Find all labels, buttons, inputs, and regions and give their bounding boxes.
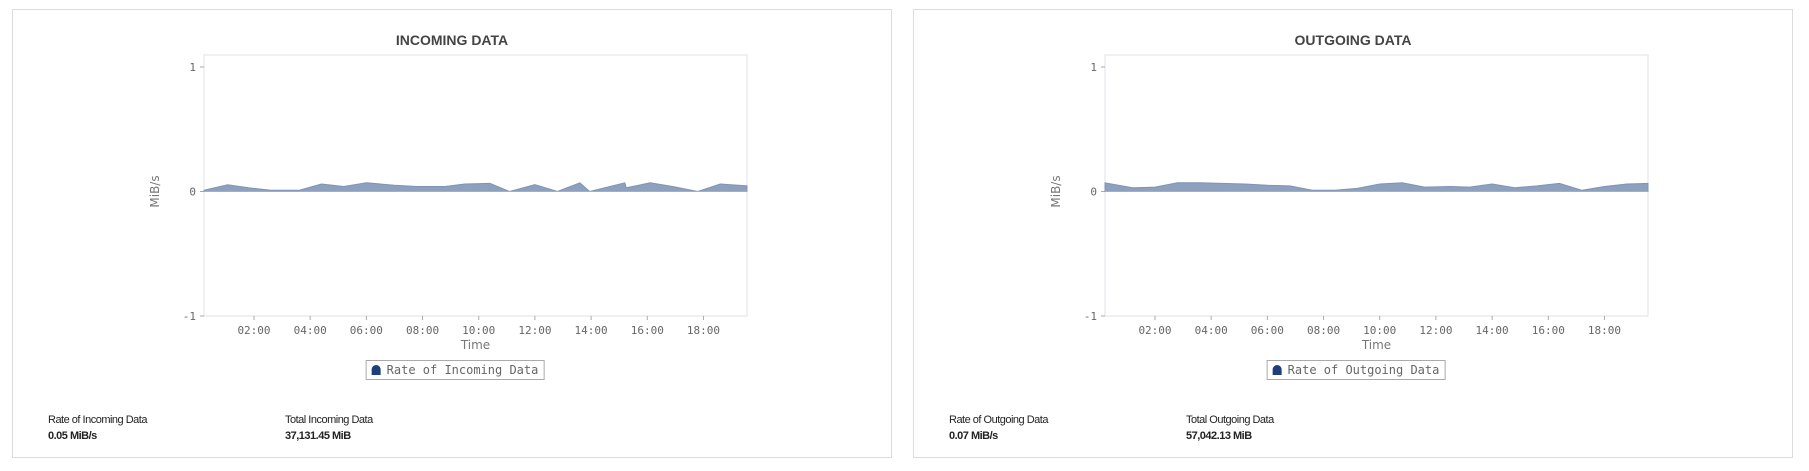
x-tick-label: 12:00 — [518, 324, 551, 337]
stat-total: Total Outgoing Data 57,042.13 MiB — [1186, 414, 1274, 442]
x-tick-label: 06:00 — [1251, 324, 1284, 337]
legend-marker-icon — [1272, 365, 1282, 375]
series-area — [203, 182, 748, 193]
series-area — [1104, 182, 1649, 192]
x-tick-label: 04:00 — [1195, 324, 1228, 337]
stat-value: 37,131.45 MiB — [285, 430, 351, 442]
incoming-chart: 1 0 -1 02:00 04:00 06:00 08:00 10:00 12:00 14:00 1… — [148, 54, 748, 352]
stat-label: Rate of Outgoing Data — [949, 414, 1048, 426]
x-tick-label: 16:00 — [631, 324, 664, 337]
y-tick-label: 0 — [189, 186, 196, 199]
chart-title: OUTGOING DATA — [1294, 32, 1412, 48]
x-tick-label: 12:00 — [1419, 324, 1452, 337]
y-tick-label: 1 — [1090, 61, 1097, 74]
x-tick-label: 14:00 — [1476, 324, 1509, 337]
legend-label: Rate of Outgoing Data — [1287, 363, 1440, 377]
chart-title: INCOMING DATA — [395, 32, 509, 48]
stat-label: Total Outgoing Data — [1186, 414, 1274, 426]
y-tick-label: 1 — [189, 61, 196, 74]
outgoing-data-panel: OUTGOING DATA 1 0 -1 02:00 04:00 06:00 08:00 10… — [913, 9, 1793, 458]
x-axis-label: Time — [460, 338, 490, 352]
x-tick-label: 02:00 — [1138, 324, 1171, 337]
stat-total: Total Incoming Data 37,131.45 MiB — [285, 414, 373, 442]
stat-value: 57,042.13 MiB — [1186, 430, 1252, 442]
stat-label: Total Incoming Data — [285, 414, 373, 426]
y-axis-label: MiB/s — [1049, 175, 1063, 207]
x-tick-label: 16:00 — [1532, 324, 1565, 337]
legend-marker-icon — [371, 365, 381, 375]
stat-label: Rate of Incoming Data — [48, 414, 147, 426]
y-tick-label: 0 — [1090, 186, 1097, 199]
legend-item-outgoing[interactable]: Rate of Outgoing Data — [1266, 360, 1446, 380]
x-tick-label: 10:00 — [462, 324, 495, 337]
legend-item-incoming[interactable]: Rate of Incoming Data — [365, 360, 545, 380]
x-tick-label: 02:00 — [237, 324, 270, 337]
x-tick-label: 08:00 — [1307, 324, 1340, 337]
outgoing-chart: 1 0 -1 02:00 04:00 06:00 08:00 10:00 12:00 14:00 1… — [1049, 54, 1649, 352]
incoming-data-panel: INCOMING DATA 1 0 -1 02:00 04:00 06:00 08:00 10… — [12, 9, 892, 458]
y-tick-label: -1 — [1084, 310, 1097, 323]
stat-value: 0.07 MiB/s — [949, 430, 998, 442]
x-tick-label: 06:00 — [350, 324, 383, 337]
x-tick-label: 14:00 — [575, 324, 608, 337]
x-tick-label: 08:00 — [406, 324, 439, 337]
x-tick-label: 10:00 — [1363, 324, 1396, 337]
y-axis-label: MiB/s — [148, 175, 162, 207]
stat-rate: Rate of Incoming Data 0.05 MiB/s — [48, 414, 147, 442]
stat-value: 0.05 MiB/s — [48, 430, 97, 442]
x-tick-label: 04:00 — [294, 324, 327, 337]
stat-rate: Rate of Outgoing Data 0.07 MiB/s — [949, 414, 1048, 442]
x-tick-label: 18:00 — [1588, 324, 1621, 337]
x-axis-label: Time — [1361, 338, 1391, 352]
y-tick-label: -1 — [183, 310, 196, 323]
legend-label: Rate of Incoming Data — [386, 363, 539, 377]
x-tick-label: 18:00 — [687, 324, 720, 337]
